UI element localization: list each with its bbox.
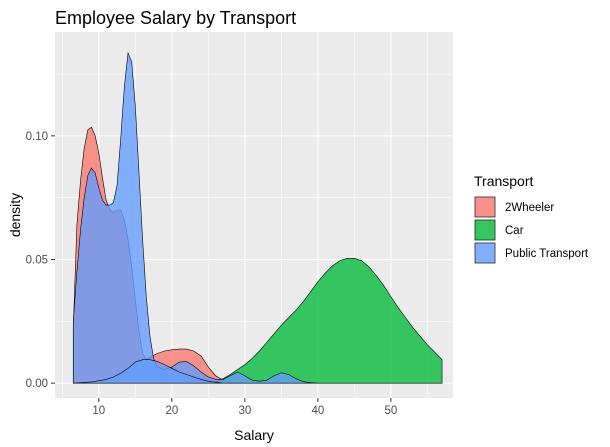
legend-label-car: Car <box>505 225 524 237</box>
legend-key-car <box>474 219 496 241</box>
legend-title: Transport <box>474 173 534 189</box>
x-axis-title: Salary <box>234 427 274 443</box>
x-tick-label: 40 <box>312 405 325 417</box>
density-areas <box>72 51 443 384</box>
y-axis: 0.00 0.05 0.10 <box>26 131 55 390</box>
x-axis: 10 20 30 40 50 <box>92 398 397 417</box>
x-tick-label: 20 <box>165 405 178 417</box>
x-tick-label: 10 <box>92 405 105 417</box>
legend-key-public-transport <box>474 242 496 264</box>
legend-label-public-transport: Public Transport <box>505 248 589 260</box>
density-area-public-transport <box>73 359 224 384</box>
legend-key-2wheeler <box>474 196 496 218</box>
legend: Transport 2Wheeler Car Public Transport <box>474 173 589 264</box>
y-tick-label: 0.10 <box>26 131 48 143</box>
y-tick-label: 0.00 <box>26 378 48 390</box>
density-area-car <box>208 257 443 384</box>
x-tick-label: 30 <box>238 405 251 417</box>
x-tick-label: 50 <box>385 405 398 417</box>
chart-title: Employee Salary by Transport <box>55 8 296 28</box>
y-axis-title: density <box>7 193 23 237</box>
legend-label-2wheeler: 2Wheeler <box>505 202 554 214</box>
y-tick-label: 0.05 <box>26 255 48 267</box>
